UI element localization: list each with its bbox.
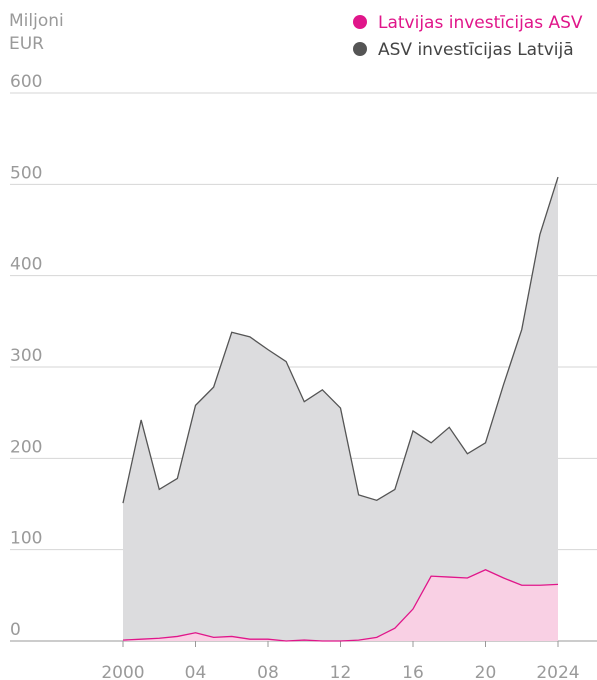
x-tick-label: 08 [257,663,279,680]
x-tick-label: 20 [475,663,497,680]
area [123,569,558,641]
x-tick-label: 04 [185,663,207,680]
y-tick-label: 400 [10,255,42,275]
legend-marker [353,42,367,56]
line [122,176,559,504]
x-tick-label: 2000 [101,663,144,680]
x-tick-label: 16 [402,663,424,680]
y-axis-label: Miljoni EUR [9,11,64,54]
legend-marker [353,15,367,29]
x-tick-label: 12 [330,663,352,680]
x-tick-label: 2024 [536,663,579,680]
line [122,569,559,642]
y-tick-label: 600 [10,72,42,92]
y-tick-label: 500 [10,163,42,183]
y-tick-label: 200 [10,437,42,457]
legend-label: Latvijas investīcijas ASV [378,13,583,33]
y-tick-label: 0 [10,620,21,640]
y-tick-label: 100 [10,529,42,549]
y-tick-label: 300 [10,346,42,366]
legend-label: ASV investīcijas Latvijā [378,40,574,60]
